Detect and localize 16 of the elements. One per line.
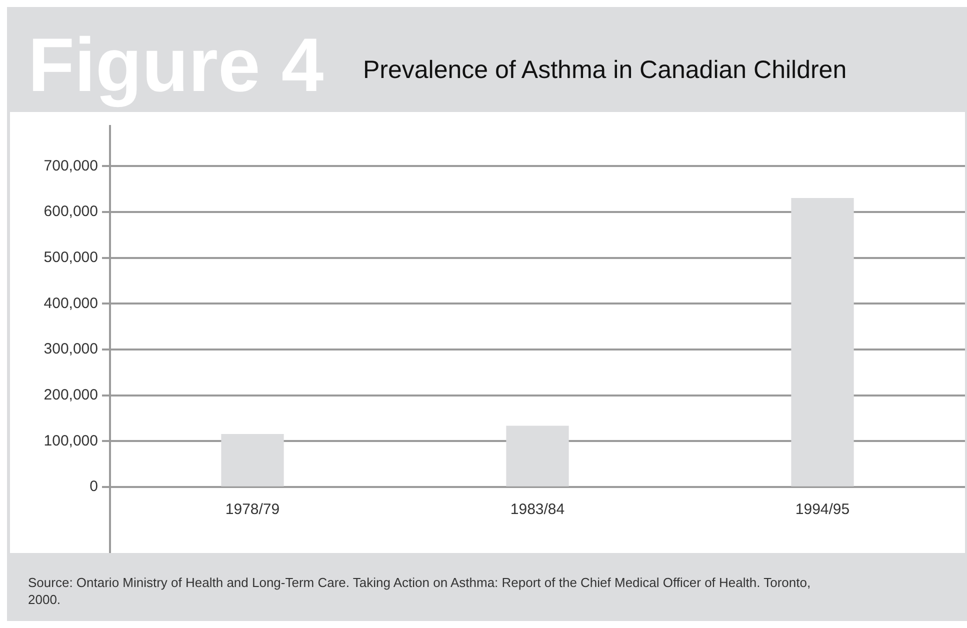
bar (506, 426, 569, 486)
chart-subtitle: Prevalence of Asthma in Canadian Children (363, 56, 847, 85)
y-tick-label: 600,000 (44, 203, 98, 220)
x-tick-label: 1978/79 (225, 501, 280, 518)
y-tick-label: 200,000 (44, 386, 98, 404)
x-tick-label: 1994/95 (795, 501, 850, 518)
source-note: Source: Ontario Ministry of Health and Long-Term Care. Taking Action on Asthma: Report of the Chief Medical Officer of Health. Toronto, 2000. (28, 575, 812, 609)
y-tick-label: 0 (90, 478, 98, 496)
x-tick-label: 1983/84 (510, 501, 565, 518)
y-tick-label: 700,000 (44, 157, 98, 174)
bar (221, 434, 284, 486)
y-tick-label: 400,000 (44, 294, 98, 312)
bar (791, 198, 854, 486)
y-tick-label: 100,000 (44, 432, 98, 450)
y-tick-label: 500,000 (44, 249, 98, 266)
y-tick-label: 300,000 (44, 340, 98, 358)
